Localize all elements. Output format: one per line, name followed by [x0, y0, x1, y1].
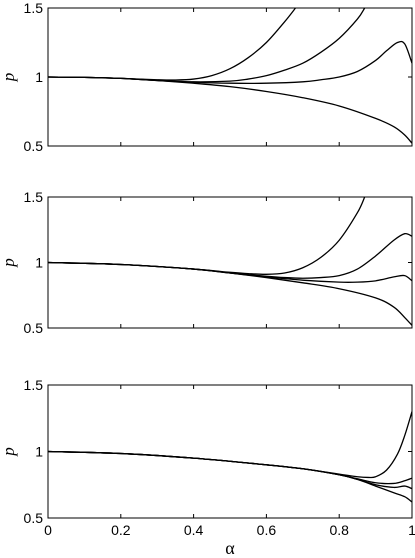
- x-tick-label: 0: [44, 522, 52, 538]
- series-line-2: [48, 232, 412, 279]
- x-tick-label: 0.8: [329, 522, 349, 538]
- y-tick-label: 1: [35, 255, 43, 271]
- y-axis-label: p: [0, 447, 18, 457]
- y-tick-label: 0.5: [24, 510, 44, 526]
- x-tick-label: 0.4: [184, 522, 204, 538]
- y-tick-label: 1.5: [24, 0, 44, 16]
- x-axis-label: α: [225, 538, 235, 558]
- series-line-1: [48, 197, 366, 275]
- plot-panel-3: 0 0.2 0.4 0.6 0.8 1 0.5 1 1.5 p α: [0, 377, 415, 558]
- series-line-1: [48, 411, 412, 479]
- x-tick-label: 0.2: [111, 522, 131, 538]
- plot-panel-1: 0.5 1 1.5 p: [0, 0, 413, 154]
- series-line-4: [48, 76, 412, 144]
- plot-panel-2: 0.5 1 1.5 p: [0, 189, 413, 336]
- y-tick-label: 1: [35, 444, 43, 460]
- plot-frame: [47, 196, 413, 329]
- plot-frame: [47, 7, 413, 147]
- y-tick-label: 1.5: [24, 189, 44, 205]
- y-axis-label: p: [0, 73, 18, 83]
- series-line-2: [48, 8, 366, 83]
- series-line-3: [48, 40, 412, 85]
- series-line-1: [48, 8, 297, 81]
- series-line-3: [48, 450, 412, 490]
- y-tick-label: 1.5: [24, 377, 44, 393]
- plot-frame: [47, 384, 413, 519]
- y-axis-label: p: [0, 258, 18, 268]
- y-tick-label: 0.5: [24, 138, 44, 154]
- y-tick-label: 1: [35, 69, 43, 85]
- series-line-4: [48, 261, 412, 326]
- x-tick-label: 0.6: [257, 522, 277, 538]
- x-tick-label: 1: [408, 522, 415, 538]
- series-line-4: [48, 450, 412, 503]
- y-tick-label: 0.5: [24, 320, 44, 336]
